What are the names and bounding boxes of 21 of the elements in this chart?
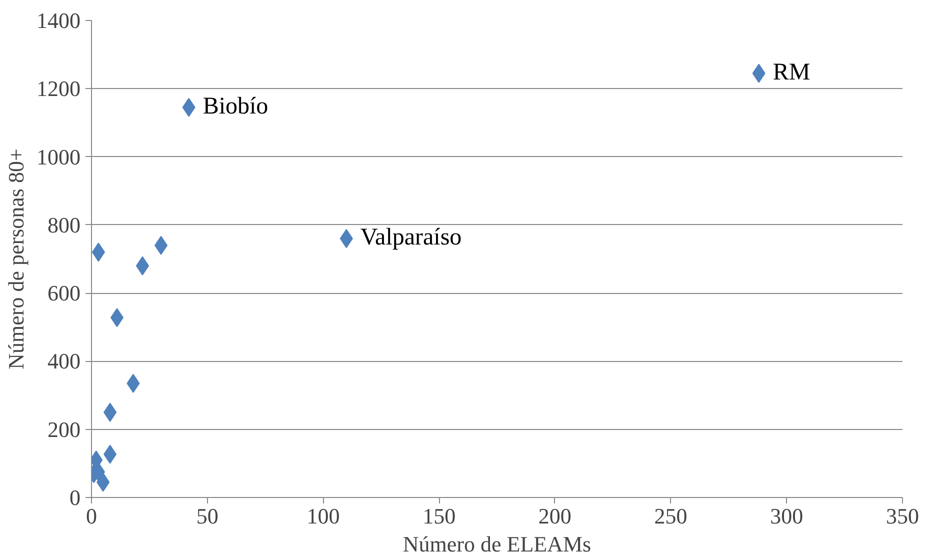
x-tick-label: 200 <box>538 504 572 528</box>
x-axis-title: Número de ELEAMs <box>402 532 592 556</box>
x-tick-label: 250 <box>654 504 688 528</box>
y-tick-label: 800 <box>48 212 80 238</box>
y-tick-label: 400 <box>48 348 80 374</box>
annotation: Valparaíso <box>360 224 462 251</box>
annotation: RM <box>772 59 810 86</box>
x-tick-label: 150 <box>422 504 456 528</box>
x-tick-label: 100 <box>306 504 340 528</box>
x-tick-label: 0 <box>86 504 97 528</box>
y-tick-label: 600 <box>48 280 80 306</box>
y-tick-label: 1200 <box>36 76 80 102</box>
annotation: Biobío <box>202 93 268 120</box>
y-tick-label: 1000 <box>36 144 80 170</box>
y-tick-label: 200 <box>48 416 80 442</box>
y-tick-label: 1400 <box>36 8 80 33</box>
x-tick-label: 50 <box>196 504 218 528</box>
y-tick-label: 0 <box>70 485 80 510</box>
x-tick-label: 300 <box>770 504 804 528</box>
x-tick-label: 350 <box>886 504 919 528</box>
y-axis-title: Número de personas 80+ <box>4 148 28 370</box>
